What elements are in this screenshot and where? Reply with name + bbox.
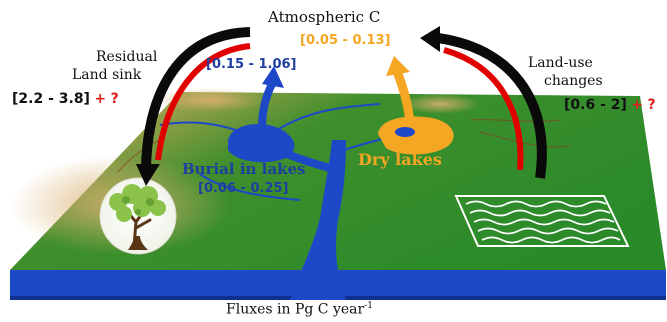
dry-lake bbox=[378, 116, 454, 155]
dry-lake-remnant bbox=[395, 127, 415, 137]
residual-sink-arrow-head bbox=[136, 164, 160, 186]
land-use-black-arrow bbox=[437, 33, 547, 179]
residual-sink-black-arrow bbox=[141, 27, 251, 169]
units-exponent: -1 bbox=[364, 301, 373, 311]
burial-label: Burial in lakes bbox=[182, 160, 306, 178]
atmospheric-c-label: Atmospheric C bbox=[268, 8, 381, 26]
residual-sink-question: ? bbox=[110, 91, 119, 107]
units-footer: Fluxes in Pg C year-1 bbox=[226, 302, 373, 317]
cropland-waves-icon bbox=[454, 195, 630, 247]
land-use-line1: Land-use bbox=[528, 55, 593, 71]
land-use-red-arrow bbox=[443, 47, 524, 171]
residual-sink-plus: + bbox=[94, 91, 107, 107]
land-use-plus: + bbox=[631, 97, 644, 113]
dry-lake-emission-arrow-head bbox=[386, 56, 410, 76]
tan-patch bbox=[155, 88, 265, 112]
units-text: Fluxes in Pg C year bbox=[226, 301, 365, 318]
lake-emission-arrow-head bbox=[262, 66, 284, 88]
river bbox=[290, 140, 346, 300]
residual-sink-line1: Residual bbox=[96, 49, 158, 65]
residual-sink-red-arrow bbox=[155, 43, 251, 161]
dry-lake-emission-arrow bbox=[393, 69, 415, 127]
land-use-arrow-head bbox=[420, 26, 440, 52]
dry-lakes-flux: [0.05 - 0.13] bbox=[300, 33, 391, 48]
burial-flux: [0.06 - 0.25] bbox=[198, 181, 289, 196]
land-use-question: ? bbox=[647, 97, 656, 113]
lake-emission-arrow bbox=[258, 80, 276, 132]
land-use-line2: changes bbox=[544, 73, 603, 89]
land-use-flux-row: [0.6 - 2] + ? bbox=[564, 98, 656, 112]
tree-icon bbox=[99, 177, 177, 255]
tan-patch bbox=[400, 94, 480, 114]
burial-lake bbox=[228, 124, 295, 163]
lakes-emission-flux: [0.15 - 1.06] bbox=[206, 57, 297, 72]
dry-lakes-label: Dry lakes bbox=[358, 150, 442, 169]
residual-sink-line2: Land sink bbox=[72, 67, 142, 83]
residual-sink-flux-row: [2.2 - 3.8] + ? bbox=[12, 92, 119, 106]
residual-sink-flux: [2.2 - 3.8] bbox=[12, 91, 90, 107]
land-use-flux: [0.6 - 2] bbox=[564, 97, 627, 113]
